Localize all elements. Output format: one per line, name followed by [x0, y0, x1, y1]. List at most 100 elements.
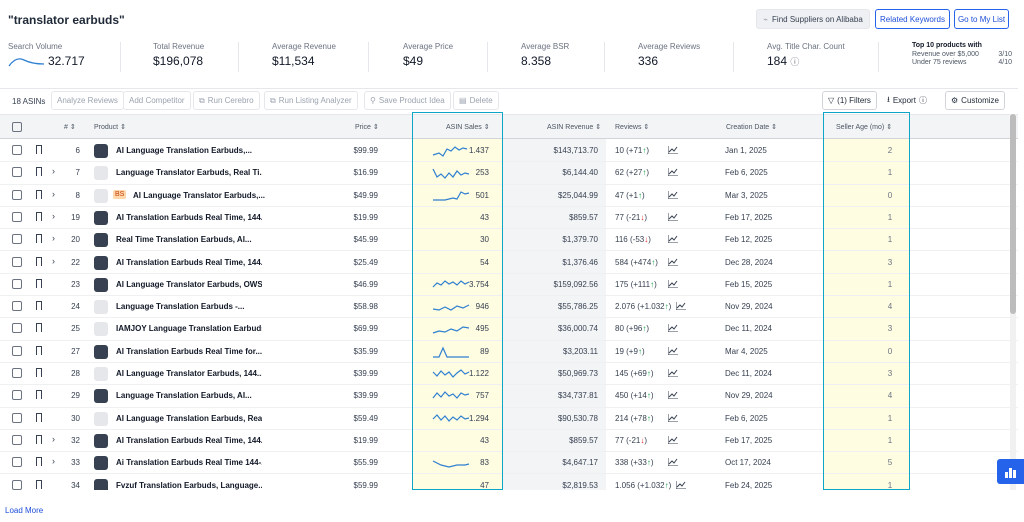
- product-thumbnail[interactable]: [94, 322, 108, 337]
- row-checkbox[interactable]: [12, 368, 22, 378]
- product-name-link[interactable]: AI Language Translator Earbuds, 144...: [116, 369, 262, 378]
- line-chart-icon[interactable]: [668, 458, 678, 467]
- go-to-list-button[interactable]: Go to My List: [954, 9, 1009, 29]
- save-product-idea-button[interactable]: ⚲ Save Product Idea: [364, 91, 451, 110]
- bookmark-icon[interactable]: [36, 434, 42, 447]
- bookmark-icon[interactable]: [36, 368, 42, 380]
- table-row[interactable]: › 8 BS AI Language Translator Earbuds,... $4…: [0, 185, 1018, 207]
- select-all-checkbox[interactable]: [12, 122, 22, 132]
- line-chart-icon[interactable]: [668, 391, 678, 400]
- export-button[interactable]: ⭳ Export ⓘ: [882, 91, 932, 110]
- column-product[interactable]: Product ⇕: [94, 123, 126, 131]
- product-thumbnail[interactable]: [94, 433, 108, 448]
- product-thumbnail[interactable]: [94, 367, 108, 381]
- table-row[interactable]: 6 AI Language Translation Earbuds,... $99.…: [0, 140, 1018, 163]
- row-checkbox[interactable]: [12, 145, 22, 155]
- run-cerebro-button[interactable]: ⧉ Run Cerebro: [193, 91, 260, 110]
- bookmark-icon[interactable]: [36, 167, 42, 180]
- row-checkbox[interactable]: [12, 323, 22, 334]
- row-checkbox[interactable]: [12, 189, 22, 200]
- product-thumbnail[interactable]: [94, 188, 108, 203]
- line-chart-icon[interactable]: [668, 346, 678, 355]
- line-chart-icon[interactable]: [668, 146, 678, 154]
- bookmark-icon[interactable]: [36, 189, 42, 202]
- line-chart-icon[interactable]: [668, 257, 678, 266]
- column-reviews[interactable]: Reviews ⇕: [615, 123, 649, 131]
- column-num[interactable]: # ⇕: [64, 123, 76, 131]
- bookmark-icon[interactable]: [36, 145, 42, 157]
- product-name-link[interactable]: IAMJOY Language Translation Earbuds,...: [116, 324, 262, 334]
- product-name-link[interactable]: AI Translation Earbuds Real Time for...: [116, 346, 262, 356]
- table-row[interactable]: 28 AI Language Translator Earbuds, 144...…: [0, 363, 1018, 386]
- product-thumbnail[interactable]: [94, 233, 108, 248]
- chart-widget-button[interactable]: [997, 459, 1024, 484]
- chevron-right-icon[interactable]: ›: [52, 233, 55, 244]
- table-row[interactable]: › 19 AI Translation Earbuds Real Time, 144…: [0, 207, 1018, 230]
- table-row[interactable]: 30 AI Language Translation Earbuds, Real-…: [0, 408, 1018, 430]
- product-thumbnail[interactable]: [94, 300, 108, 315]
- product-name-link[interactable]: AI Language Translator Earbuds,...: [133, 190, 266, 200]
- table-row[interactable]: › 7 Language Translator Earbuds, Real Ti..…: [0, 162, 1018, 185]
- table-row[interactable]: › 33 Ai Translation Earbuds Real Time 144-…: [0, 452, 1018, 475]
- line-chart-icon[interactable]: [668, 279, 678, 288]
- chevron-right-icon[interactable]: ›: [52, 188, 55, 199]
- product-name-link[interactable]: AI Translation Earbuds Real Time, 144...: [116, 257, 262, 267]
- product-thumbnail[interactable]: [94, 478, 108, 490]
- product-thumbnail[interactable]: [94, 166, 108, 181]
- row-checkbox[interactable]: [12, 479, 22, 490]
- add-competitor-button[interactable]: Add Competitor: [123, 91, 191, 110]
- product-thumbnail[interactable]: [94, 344, 108, 359]
- bookmark-icon[interactable]: [36, 323, 42, 336]
- find-suppliers-button[interactable]: ⌁ Find Suppliers on Alibaba: [756, 9, 870, 29]
- customize-button[interactable]: ⚙ Customize: [945, 91, 1005, 110]
- bookmark-icon[interactable]: [36, 301, 42, 314]
- table-row[interactable]: 29 Language Translation Earbuds, AI... $39…: [0, 385, 1018, 408]
- row-checkbox[interactable]: [12, 412, 22, 423]
- product-name-link[interactable]: Language Translation Earbuds, AI...: [116, 391, 252, 401]
- row-checkbox[interactable]: [12, 457, 22, 468]
- line-chart-icon[interactable]: [668, 235, 678, 244]
- bookmark-icon[interactable]: [36, 278, 42, 291]
- row-checkbox[interactable]: [12, 434, 22, 445]
- load-more-link[interactable]: Load More: [5, 506, 44, 515]
- scrollbar-thumb[interactable]: [1010, 114, 1016, 314]
- bookmark-icon[interactable]: [36, 345, 42, 358]
- row-checkbox[interactable]: [12, 390, 22, 401]
- product-name-link[interactable]: AI Language Translation Earbuds, Real-..…: [116, 413, 262, 423]
- bookmark-icon[interactable]: [36, 234, 42, 247]
- chevron-right-icon[interactable]: ›: [52, 166, 55, 177]
- chevron-right-icon[interactable]: ›: [52, 210, 55, 221]
- product-name-link[interactable]: Ai Translation Earbuds Real Time 144-...: [116, 458, 262, 468]
- row-checkbox[interactable]: [12, 211, 22, 222]
- filters-button[interactable]: ▽ (1) Filters: [822, 91, 877, 110]
- table-row[interactable]: › 22 AI Translation Earbuds Real Time, 144…: [0, 252, 1018, 274]
- product-thumbnail[interactable]: [94, 389, 108, 404]
- row-checkbox[interactable]: [12, 278, 22, 289]
- table-scrollbar[interactable]: [1010, 114, 1016, 490]
- product-name-link[interactable]: AI Translation Earbuds Real Time, 144...: [116, 435, 262, 445]
- line-chart-icon[interactable]: [668, 369, 678, 377]
- table-row[interactable]: 24 Language Translation Earbuds -... $58.9…: [0, 296, 1018, 319]
- chevron-right-icon[interactable]: ›: [52, 433, 55, 444]
- chevron-right-icon[interactable]: ›: [52, 255, 55, 266]
- bookmark-icon[interactable]: [36, 256, 42, 269]
- line-chart-icon[interactable]: [668, 190, 678, 199]
- table-row[interactable]: 34 Fvzuf Translation Earbuds, Language...…: [0, 475, 1018, 490]
- table-row[interactable]: 25 IAMJOY Language Translation Earbuds,..…: [0, 318, 1018, 341]
- column-creation-date[interactable]: Creation Date ⇕: [726, 123, 777, 131]
- row-checkbox[interactable]: [12, 167, 22, 178]
- column-seller-age[interactable]: Seller Age (mo) ⇕: [836, 123, 892, 131]
- product-thumbnail[interactable]: [94, 411, 108, 426]
- row-checkbox[interactable]: [12, 256, 22, 267]
- analyze-reviews-button[interactable]: Analyze Reviews: [51, 91, 124, 110]
- bookmark-icon[interactable]: [36, 479, 42, 490]
- line-chart-icon[interactable]: [668, 435, 678, 444]
- table-row[interactable]: 27 AI Translation Earbuds Real Time for..…: [0, 341, 1018, 363]
- row-checkbox[interactable]: [12, 234, 22, 245]
- column-asin-revenue[interactable]: ASIN Revenue ⇕: [547, 123, 601, 131]
- delete-button[interactable]: ▤ Delete: [453, 91, 499, 110]
- product-thumbnail[interactable]: [94, 255, 108, 270]
- related-keywords-button[interactable]: Related Keywords: [875, 9, 950, 29]
- line-chart-icon[interactable]: [668, 212, 678, 221]
- bookmark-icon[interactable]: [36, 457, 42, 470]
